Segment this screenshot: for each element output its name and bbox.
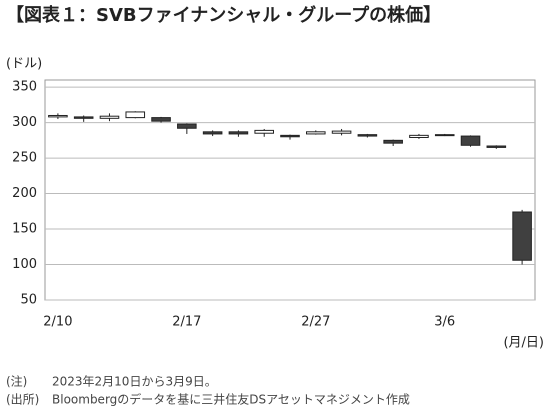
- y-tick-label: 150: [12, 222, 37, 237]
- x-tick-label: 2/10: [43, 315, 72, 330]
- candle-body: [99, 115, 120, 119]
- candle-body: [434, 134, 455, 137]
- candle-body: [125, 111, 146, 119]
- note-text: 2023年2月10日から3月9日。: [52, 375, 217, 389]
- note-label: (注): [6, 374, 27, 389]
- candle-body: [512, 211, 532, 261]
- candle-body: [306, 131, 326, 135]
- candle-body: [331, 130, 352, 134]
- y-tick-label: 250: [12, 151, 37, 166]
- source-text: Bloombergのデータを基に三井住友DSアセットマネジメント作成: [52, 392, 410, 407]
- y-tick-label: 100: [12, 257, 37, 272]
- candle-body: [409, 134, 429, 138]
- plot-frame: [44, 79, 536, 301]
- y-tick-label: 200: [12, 186, 37, 201]
- y-axis-label: (ドル): [6, 57, 42, 72]
- x-tick-label: 2/17: [172, 315, 201, 330]
- y-tick-label: 50: [20, 293, 37, 308]
- source-label: (出所): [6, 393, 39, 407]
- candle-body: [151, 117, 171, 122]
- x-axis-label: (月/日): [503, 336, 544, 351]
- x-tick-label: 3/6: [434, 315, 455, 330]
- candle-body: [254, 129, 274, 134]
- candle-body: [486, 145, 507, 148]
- candle-body: [177, 123, 197, 129]
- candle-body: [357, 134, 378, 137]
- candle-body: [460, 135, 481, 146]
- candle-body: [383, 139, 403, 144]
- candle-body: [228, 131, 249, 135]
- candle-body: [202, 131, 223, 135]
- x-tick-label: 2/27: [301, 315, 330, 330]
- y-tick-label: 300: [12, 115, 37, 130]
- candle-body: [280, 134, 300, 138]
- candle-body: [48, 114, 68, 118]
- chart-title: 【図表１：SVBファイナンシャル・グループの株価】: [6, 4, 441, 26]
- y-tick-label: 350: [12, 80, 37, 95]
- candle-body: [73, 116, 94, 119]
